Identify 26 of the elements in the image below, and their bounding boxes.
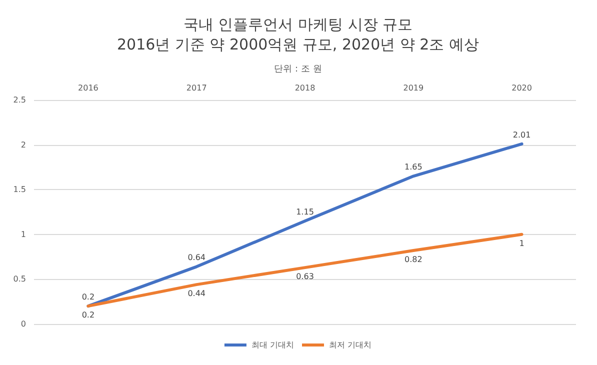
data-label: 1.15 [296,207,314,216]
data-label: 0.82 [404,255,422,264]
data-label: 0.2 [82,310,95,320]
data-label: 0.64 [188,253,206,262]
data-label: 1 [519,238,524,248]
y-tick-label: 0 [20,320,26,328]
x-tick-label: 2019 [403,84,424,92]
data-label: 0.44 [188,289,206,298]
x-tick-label: 2018 [294,84,316,92]
y-tick-label: 0.5 [13,274,26,284]
y-tick-label: 2.5 [13,96,26,104]
y-tick-label: 1 [20,230,26,239]
text: 단위 : 조 원 [274,64,322,74]
chart-subtitle: 2016년 기준 약 2000억원 규모, 2020년 약 2조 예상 [117,36,479,54]
x-tick-label: 2020 [512,84,532,92]
data-label: 0.63 [296,272,314,282]
y-tick-label: 2 [20,140,26,150]
x-tick-label: 2016 [78,84,98,92]
chart-title: 국내 인플루언서 마케팅 시장 규모 [183,16,413,34]
data-label: 0.2 [82,292,95,302]
data-label: 1.65 [404,162,422,172]
legend-label: 최대 기대치 [251,340,294,350]
legend-label: 최저 기대치 [329,340,372,350]
x-tick-label: 2017 [186,84,207,92]
y-tick-label: 1.5 [13,185,26,194]
data-label: 2.01 [512,130,531,140]
